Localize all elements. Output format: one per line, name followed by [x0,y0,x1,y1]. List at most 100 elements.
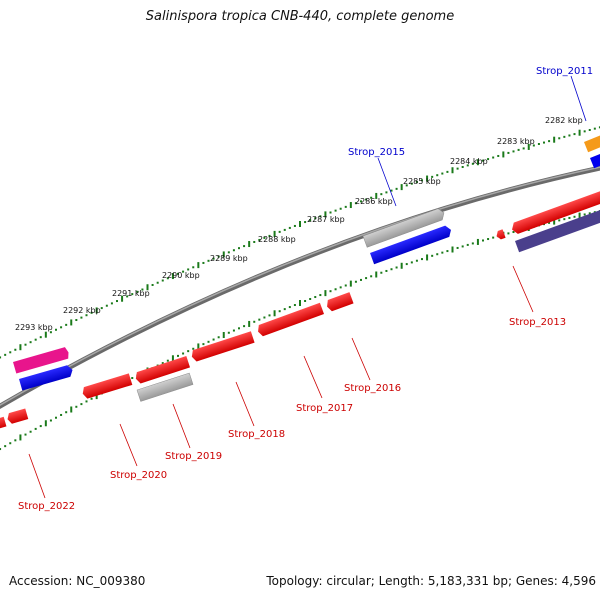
ruler-tick [258,318,261,321]
ruler-tick [177,272,179,275]
ruler-tick [461,166,464,169]
gene-label-strop-2016[interactable]: Strop_2016 [344,383,401,394]
ruler-label: 2287 kbp [307,215,345,224]
gene-arrow-strop-2016[interactable] [325,292,354,312]
genome-summary-text: Topology: circular; Length: 5,183,331 bp… [266,574,596,588]
gene-label-strop-2015[interactable]: Strop_2015 [348,147,405,158]
ruler-tick [39,425,42,428]
ruler-tick [293,304,296,307]
ruler-tick [421,179,423,182]
ruler-tick [548,140,551,143]
ruler-tick [563,218,566,221]
ruler-tick [131,293,134,296]
ruler-tick [339,286,342,289]
gene-labels: Strop_2011 Strop_2015 Strop_2013 Strop_2… [18,66,593,512]
gene-features [0,133,600,429]
gene-arrow-strop-2011[interactable] [584,133,600,153]
ruler-tick [563,135,566,138]
ruler-tick [573,215,576,218]
gene-arrow-blue[interactable] [370,224,453,265]
ruler-tick [136,290,139,293]
ruler-tick [431,254,434,257]
ruler-tick [0,448,2,451]
gene-arrow-navy[interactable] [515,208,600,253]
gene-label-strop-2013[interactable]: Strop_2013 [509,317,566,328]
ruler-tick [334,288,337,291]
ruler-tick [410,182,413,185]
ruler-tick [55,416,57,419]
ruler-tick [507,151,510,154]
gene-arrow-strop-2019[interactable] [136,372,194,402]
map-title: Salinispora tropica CNB-440, complete ge… [145,9,455,24]
gene-arrow-strop-2018[interactable] [190,331,255,362]
gene-arrow-blue[interactable] [590,150,600,169]
ruler-tick [278,230,281,233]
ruler-tick [436,174,439,177]
ruler-tick [349,280,352,287]
ruler-tick [29,430,32,433]
ruler-tick [227,331,230,334]
ruler-tick [146,284,149,291]
ruler-tick [253,240,256,243]
ruler-tick [278,310,281,313]
ruler-tick [299,300,301,306]
ruler-tick [75,405,78,408]
ruler-tick [436,253,439,256]
gene-arrow-strop-2022[interactable] [0,416,7,429]
gene-label-strop-2011[interactable]: Strop_2011 [536,66,593,77]
gene-arrow-strop-2013[interactable] [495,229,506,240]
ruler-tick [232,329,235,332]
ruler-tick [512,231,515,234]
gene-arrow-strop-2020[interactable] [81,373,133,399]
ruler-tick [65,411,68,414]
ruler-tick [365,198,368,201]
ruler-tick [4,353,7,356]
gene-arrow-red[interactable] [6,408,29,424]
ruler-tick [385,269,388,272]
ruler-tick [395,266,398,269]
ruler-tick [268,234,271,237]
gene-arrow-strop-2017[interactable] [256,302,325,338]
ruler-tick [553,218,556,225]
ruler-tick [161,279,164,282]
ruler-tick [19,344,22,351]
ruler-tick [380,193,383,196]
ruler-tick [304,299,307,302]
ruler-tick [232,249,235,252]
ruler-tick [334,209,337,212]
ruler-tick [380,271,383,274]
gene-label-strop-2019[interactable]: Strop_2019 [165,451,222,462]
ruler-tick [34,427,37,430]
ruler-tick [578,129,581,136]
ruler-tick [385,191,388,194]
ruler-tick [410,261,413,264]
gene-arrow-strop-2015[interactable] [362,207,446,248]
ruler-tick [49,331,52,334]
ruler-tick [573,133,576,136]
ruler-tick [171,273,174,280]
gene-arrow-blue[interactable] [19,364,74,391]
ruler-tick [80,316,83,319]
gene-label-strop-2020[interactable]: Strop_2020 [110,470,167,481]
ruler-tick [583,130,586,133]
ruler-tick [476,238,479,245]
ruler-label: 2283 kbp [497,137,535,146]
accession-text: Accession: NC_009380 [9,574,146,588]
ruler-label: 2292 kbp [63,306,101,315]
ruler-tick [39,336,42,339]
gene-label-strop-2018[interactable]: Strop_2018 [228,429,285,440]
ruler-tick [177,354,179,357]
gene-arrow-red-right[interactable] [510,189,600,235]
ruler-tick [400,262,403,269]
gene-arrow-magenta[interactable] [13,347,70,374]
ruler-tick [476,159,479,166]
gene-label-strop-2022[interactable]: Strop_2022 [18,501,75,512]
ruler-tick [70,406,73,413]
ruler-tick [263,236,266,239]
ruler-tick [34,338,37,341]
ruler-tick [588,128,591,131]
ruler-tick [197,262,200,269]
gene-arrow-red[interactable] [134,356,191,384]
gene-label-strop-2017[interactable]: Strop_2017 [296,403,353,414]
